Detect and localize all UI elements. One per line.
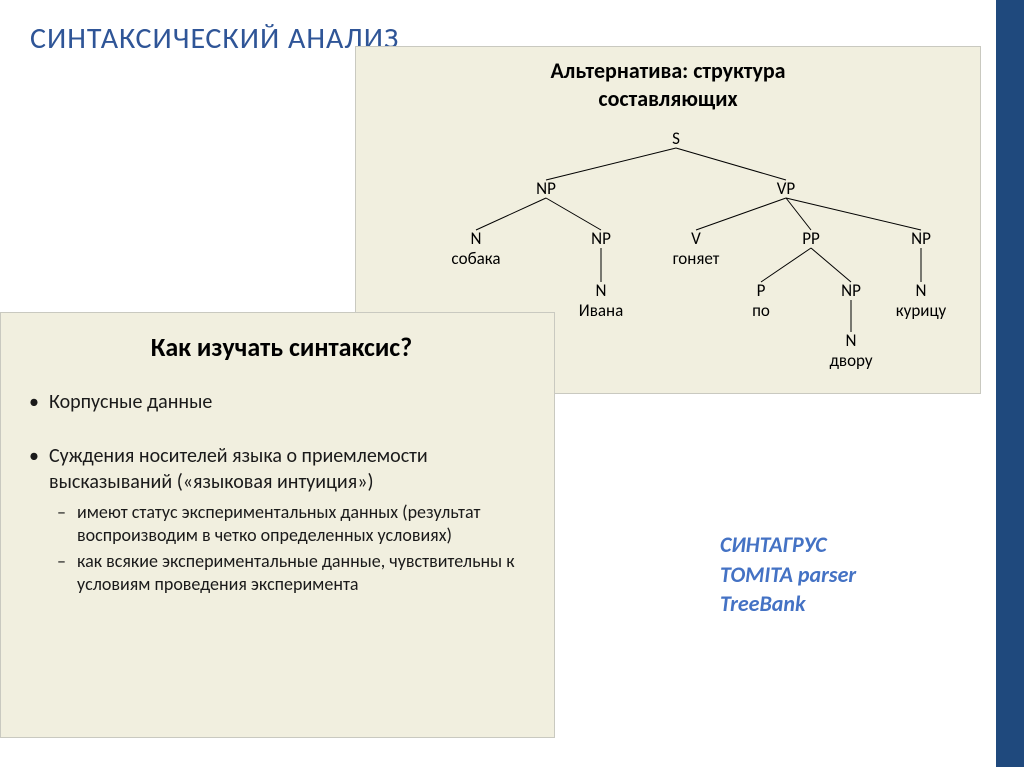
- tree-node-label: курицу: [896, 300, 947, 321]
- tree-node-label: гоняет: [673, 248, 720, 269]
- tree-node-label: NP: [911, 228, 931, 249]
- tree-node-label: PP: [802, 228, 820, 249]
- tree-title-line1: Альтернатива: структура: [550, 57, 785, 84]
- tools-list: СИНТАГРУСTOMITA parserTreeBank: [720, 530, 856, 619]
- tree-title-line2: составляющих: [598, 85, 737, 112]
- tree-edge: [546, 198, 601, 230]
- tree-node-label: по: [752, 300, 770, 321]
- tree-edge: [676, 148, 786, 180]
- tree-node-label: N: [916, 280, 927, 301]
- list-item: Суждения носителей языка о приемлемости …: [25, 443, 538, 595]
- tree-panel-title: Альтернатива: структура составляющих: [366, 57, 970, 112]
- tree-edge: [476, 198, 546, 230]
- left-panel-title: Как изучать синтаксис?: [25, 331, 538, 363]
- left-panel: Как изучать синтаксис? Корпусные данные С…: [0, 312, 555, 738]
- tree-node-label: N: [846, 330, 857, 351]
- tool-item: TreeBank: [720, 589, 856, 619]
- tree-node-label: NP: [591, 228, 611, 249]
- tree-edge: [761, 248, 811, 282]
- tree-edge: [786, 198, 921, 230]
- tree-node-label: VP: [777, 178, 796, 199]
- sub-list-item: как всякие экспериментальные данные, чув…: [49, 550, 538, 595]
- tree-node-label: N: [471, 228, 482, 249]
- tree-edge: [811, 248, 851, 282]
- tree-node-label: собака: [451, 248, 500, 269]
- list-item: Корпусные данные: [25, 389, 538, 415]
- tree-node-label: NP: [536, 178, 556, 199]
- tree-node-label: P: [757, 280, 766, 301]
- tool-item: TOMITA parser: [720, 560, 856, 590]
- sub-list-item: имеют статус экспериментальных данных (р…: [49, 501, 538, 546]
- bullet-list: Корпусные данные Суждения носителей языка…: [25, 389, 538, 595]
- tree-node-label: двору: [829, 350, 872, 371]
- side-accent-bar: [996, 0, 1024, 767]
- tree-node-label: S: [672, 128, 680, 149]
- tree-node-label: V: [691, 228, 701, 249]
- tree-edge: [546, 148, 676, 180]
- tree-node-label: N: [596, 280, 607, 301]
- tree-edge: [696, 198, 786, 230]
- tree-node-label: Ивана: [579, 300, 623, 321]
- tool-item: СИНТАГРУС: [720, 530, 856, 560]
- tree-node-label: NP: [841, 280, 861, 301]
- page-title: СИНТАКСИЧЕСКИЙ АНАЛИЗ: [30, 20, 399, 57]
- sub-list: имеют статус экспериментальных данных (р…: [49, 501, 538, 595]
